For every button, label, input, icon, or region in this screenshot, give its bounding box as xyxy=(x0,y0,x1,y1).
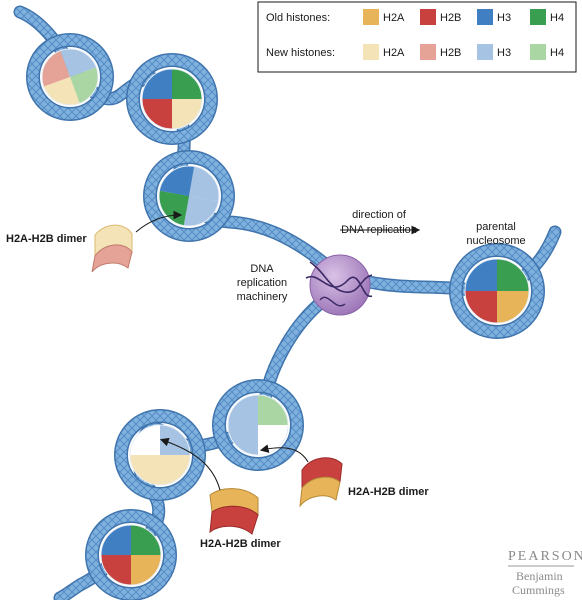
replication-machinery xyxy=(305,254,373,316)
legend-new-label-h3: H3 xyxy=(497,47,511,59)
histone-quadrant xyxy=(43,77,80,105)
histone-quadrant xyxy=(497,259,529,291)
histone-quadrant xyxy=(131,555,161,585)
arrow-dimer-left xyxy=(135,210,183,233)
nucleosome-parental xyxy=(449,243,545,339)
legend-new-swatch-h3 xyxy=(477,44,493,60)
histone-quadrant xyxy=(172,69,202,99)
publisher-imprint-1: Benjamin xyxy=(516,569,563,583)
legend-old-label-h2b: H2B xyxy=(440,12,461,24)
label-machinery-3: machinery xyxy=(237,291,288,303)
nucleosome-top-left xyxy=(26,33,114,121)
dimer-old-lower-right xyxy=(299,457,343,508)
histone-quadrant xyxy=(228,425,258,455)
histone-quadrant xyxy=(60,49,97,77)
publisher-imprint-2: Cummings xyxy=(512,583,565,597)
histone-quadrant xyxy=(172,99,202,129)
legend-old-swatch-h4 xyxy=(530,9,546,25)
legend-old-label-h3: H3 xyxy=(497,12,511,24)
label-parental-1: parental xyxy=(476,221,516,233)
legend-new-label-h4: H4 xyxy=(550,47,564,59)
legend-new-swatch-h2b xyxy=(420,44,436,60)
publisher-logo: PEARSON Benjamin Cummings xyxy=(508,549,582,597)
histone-quadrant xyxy=(160,455,190,485)
histone-quadrant xyxy=(142,99,172,129)
histone-quadrant xyxy=(228,395,258,425)
nucleosome-top-center xyxy=(126,53,218,145)
label-dimer-lower-right: H2A-H2B dimer xyxy=(348,486,429,498)
legend-new-label: New histones: xyxy=(266,47,335,59)
histone-quadrant xyxy=(183,196,219,226)
histone-quadrant xyxy=(42,50,70,87)
nucleosome-group xyxy=(26,33,545,600)
label-machinery-1: DNA xyxy=(250,263,274,275)
histone-quadrant xyxy=(101,525,131,555)
legend-new-swatch-h2a xyxy=(363,44,379,60)
histone-quadrant xyxy=(189,166,220,202)
label-parental-2: nucleosome xyxy=(466,235,525,247)
nucleosome-lower-right xyxy=(212,379,304,471)
histone-quadrant xyxy=(70,67,98,104)
legend-old-label-h4: H4 xyxy=(550,12,564,24)
histone-quadrant xyxy=(130,455,160,485)
legend-old-swatches: H2A H2B H3 H4 xyxy=(363,9,564,25)
histone-quadrant xyxy=(131,525,161,555)
nucleosome-middle xyxy=(143,150,235,242)
nucleosome-bottom xyxy=(85,509,177,600)
legend-old-label-h2a: H2A xyxy=(383,12,405,24)
label-direction-2: DNA replication xyxy=(341,224,417,236)
label-dimer-bottom: H2A-H2B dimer xyxy=(200,538,281,550)
legend-old-swatch-h3 xyxy=(477,9,493,25)
histone-quadrant xyxy=(258,395,288,425)
histone-quadrant xyxy=(497,291,529,323)
histone-quadrant xyxy=(101,555,131,585)
dimer-old-bottom xyxy=(209,488,259,535)
histone-quadrant xyxy=(159,166,195,196)
histone-quadrant xyxy=(465,259,497,291)
diagram-labels: direction of DNA replication DNA replica… xyxy=(6,209,526,550)
legend-old-label: Old histones: xyxy=(266,12,330,24)
label-direction-1: direction of xyxy=(352,209,407,221)
legend-old-swatch-h2b xyxy=(420,9,436,25)
arrow-dimer-lower-right xyxy=(259,444,309,463)
histone-quadrant xyxy=(160,425,190,455)
legend-new-swatch-h4 xyxy=(530,44,546,60)
legend-new-label-h2b: H2B xyxy=(440,47,461,59)
arrow-dimer-bottom xyxy=(159,437,221,491)
histone-quadrant xyxy=(142,69,172,99)
legend: Old histones: New histones: H2A H2B H3 H4 H… xyxy=(257,1,577,73)
publisher-name: PEARSON xyxy=(508,549,582,564)
label-dimer-left: H2A-H2B dimer xyxy=(6,233,87,245)
histone-quadrant xyxy=(130,425,160,455)
label-machinery-2: replication xyxy=(237,277,287,289)
dimer-new-left xyxy=(91,224,133,273)
legend-old-swatch-h2a xyxy=(363,9,379,25)
arrows xyxy=(135,210,421,491)
histone-quadrant xyxy=(465,291,497,323)
nucleosome-lower-left xyxy=(114,409,206,501)
legend-new-swatches: H2A H2B H3 H4 xyxy=(363,44,564,60)
legend-new-label-h2a: H2A xyxy=(383,47,405,59)
